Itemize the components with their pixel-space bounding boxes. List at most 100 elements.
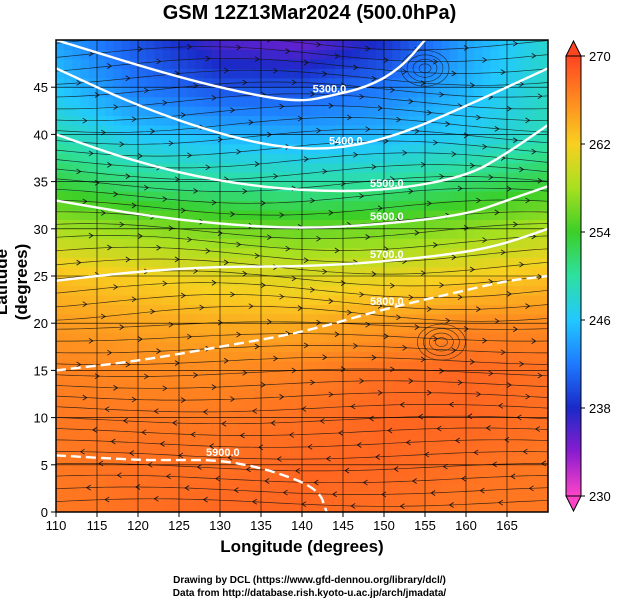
heat-cell: [416, 191, 426, 202]
heat-cell: [474, 247, 483, 258]
heat-cell: [285, 408, 295, 419]
heat-cell: [351, 228, 360, 239]
heat-cell: [269, 304, 278, 315]
heat-cell: [351, 134, 360, 145]
heat-cell: [129, 464, 139, 475]
heat-cell: [318, 502, 328, 512]
streamline-arrow: [279, 293, 285, 300]
heat-cell: [474, 502, 483, 512]
heat-cell: [220, 238, 229, 249]
heat-cell: [466, 191, 475, 202]
heat-cell: [236, 266, 246, 277]
streamline-arrow: [137, 153, 143, 159]
heat-cell: [277, 464, 287, 475]
heat-cell: [277, 87, 287, 98]
heat-cell: [302, 266, 311, 277]
heat-cell: [293, 124, 303, 135]
heat-cell: [302, 87, 311, 98]
heat-cell: [326, 474, 336, 485]
heat-cell: [515, 134, 524, 145]
heat-cell: [121, 474, 131, 485]
heat-cell: [326, 313, 336, 324]
heat-cell: [375, 304, 385, 315]
heat-cell: [146, 134, 155, 145]
heat-cell: [105, 247, 114, 258]
heat-cell: [441, 436, 451, 447]
heat-cell: [162, 228, 172, 239]
heat-cell: [416, 238, 426, 249]
heat-cell: [351, 162, 360, 173]
heat-cell: [105, 134, 114, 145]
heat-cell: [80, 58, 90, 69]
heat-cell: [269, 106, 278, 117]
heat-cell: [154, 427, 164, 438]
heat-cell: [179, 276, 188, 287]
heat-cell: [441, 40, 451, 51]
heat-cell: [416, 115, 426, 126]
heat-cell: [334, 323, 344, 334]
heat-cell: [498, 77, 508, 88]
heat-cell: [539, 455, 548, 466]
streamline-arrow: [288, 432, 294, 438]
heat-cell: [351, 360, 360, 371]
heat-cell: [482, 370, 492, 381]
heat-cell: [408, 304, 418, 315]
heat-cell: [449, 360, 459, 371]
heat-cell: [482, 49, 492, 60]
heat-cell: [203, 238, 213, 249]
heat-cell: [261, 77, 270, 88]
heat-cell: [326, 266, 336, 277]
heat-cell: [302, 342, 311, 353]
heat-cell: [375, 200, 385, 211]
heat-cell: [187, 417, 196, 428]
heat-cell: [236, 445, 246, 456]
streamline-arrow: [365, 126, 371, 133]
streamline-arrow: [519, 361, 525, 367]
heat-cell: [203, 200, 213, 211]
heat-cell: [138, 417, 147, 428]
heat-cell: [261, 285, 270, 296]
heat-cell: [154, 143, 164, 154]
heat-cell: [252, 162, 262, 173]
heat-cell: [285, 77, 295, 88]
heat-cell: [138, 58, 147, 69]
heat-cell: [138, 257, 147, 268]
streamline-arrow: [383, 57, 389, 63]
heat-cell: [179, 464, 188, 475]
heat-cell: [318, 445, 328, 456]
heat-cell: [523, 276, 533, 287]
heat-cell: [56, 351, 65, 362]
streamline-arrow: [230, 396, 236, 402]
heat-cell: [211, 77, 221, 88]
heat-cell: [457, 464, 467, 475]
streamline-arrow: [482, 237, 488, 243]
heat-cell: [97, 408, 106, 419]
heat-cell: [269, 502, 278, 512]
streamline-arrow: [187, 236, 193, 243]
heat-cell: [80, 266, 90, 277]
heat-cell: [228, 455, 237, 466]
heat-cell: [244, 49, 254, 60]
heat-cell: [416, 483, 426, 494]
heat-cell: [80, 134, 90, 145]
heat-cell: [302, 379, 311, 390]
heat-cell: [56, 153, 65, 164]
heat-cell: [408, 134, 418, 145]
heat-cell: [129, 143, 139, 154]
heat-cell: [515, 266, 524, 277]
heat-cell: [515, 323, 524, 334]
heat-cell: [195, 502, 205, 512]
heat-cell: [318, 398, 328, 409]
heat-cell: [310, 266, 319, 277]
heat-cell: [113, 408, 123, 419]
heat-cell: [408, 266, 418, 277]
heat-cell: [457, 96, 467, 107]
heat-cell: [507, 342, 516, 353]
heat-cell: [113, 58, 123, 69]
heat-cell: [343, 342, 352, 353]
heat-cell: [375, 228, 385, 239]
heat-cell: [211, 436, 221, 447]
heat-cell: [179, 134, 188, 145]
heat-cell: [523, 96, 533, 107]
heat-cell: [334, 342, 344, 353]
